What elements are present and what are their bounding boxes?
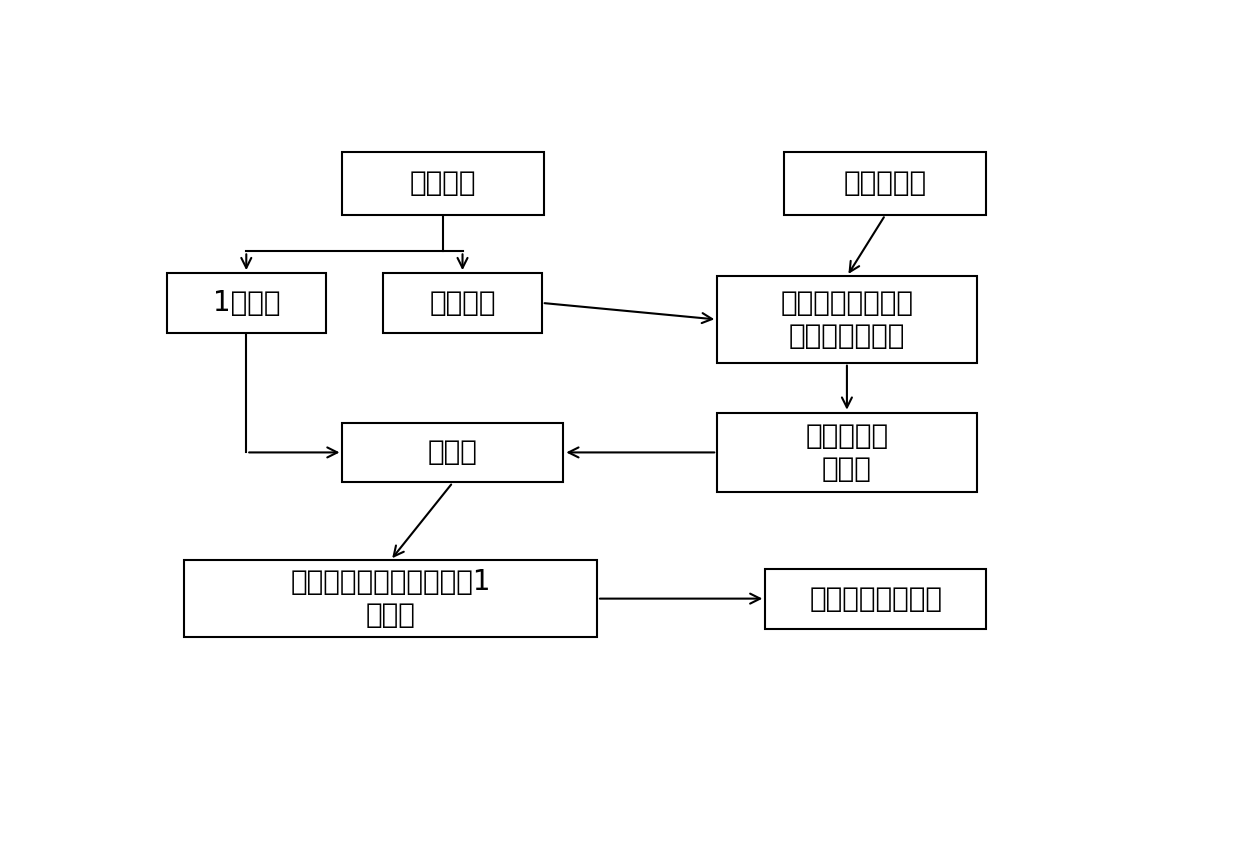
Text: 重合区域: 重合区域 [410, 169, 476, 198]
Text: 对应的关联待测点: 对应的关联待测点 [810, 584, 942, 613]
FancyBboxPatch shape [717, 276, 977, 362]
FancyBboxPatch shape [785, 152, 986, 215]
Text: 非重合区域: 非重合区域 [843, 169, 928, 198]
Text: 多个重合: 多个重合 [429, 289, 496, 317]
FancyBboxPatch shape [184, 560, 596, 637]
Text: 计算区域内测点所
在列关联系数和: 计算区域内测点所 在列关联系数和 [780, 289, 914, 350]
FancyBboxPatch shape [717, 413, 977, 492]
FancyBboxPatch shape [383, 273, 542, 333]
FancyBboxPatch shape [167, 273, 326, 333]
Text: 寻找与实测点关联系数为1
的测点: 寻找与实测点关联系数为1 的测点 [290, 569, 491, 629]
Text: 1个重合: 1个重合 [212, 289, 280, 317]
Text: 实测点: 实测点 [428, 438, 477, 466]
FancyBboxPatch shape [342, 423, 563, 482]
Text: 确定最大值
所在列: 确定最大值 所在列 [805, 422, 889, 482]
FancyBboxPatch shape [342, 152, 544, 215]
FancyBboxPatch shape [765, 569, 986, 628]
